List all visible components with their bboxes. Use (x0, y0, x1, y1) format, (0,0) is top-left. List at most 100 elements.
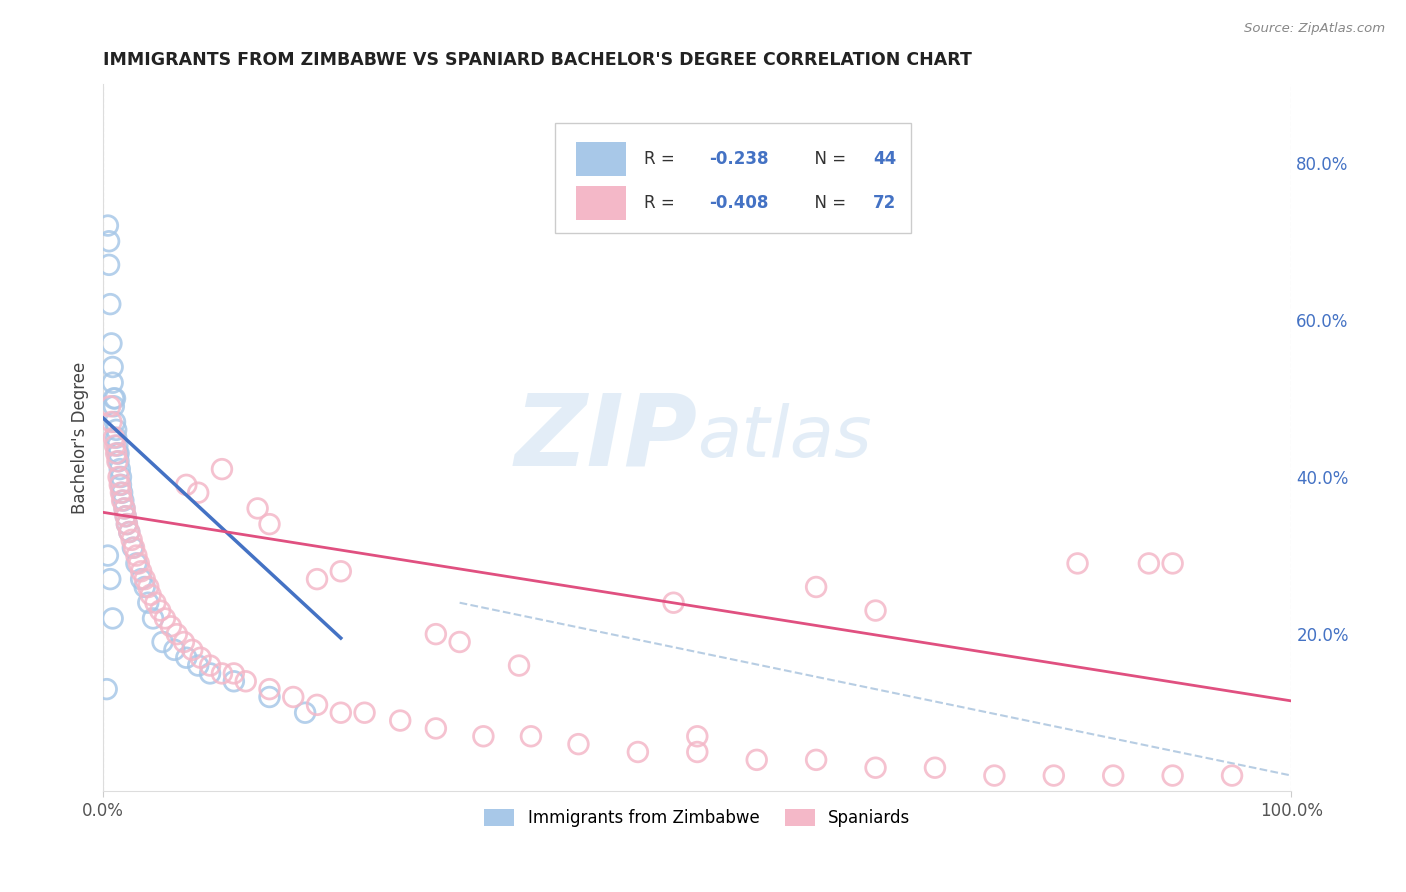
Point (259, 682, 281, 697)
Point (100, 336, 122, 351)
Text: 72: 72 (873, 194, 897, 212)
Point (98, 258, 121, 272)
Text: 44: 44 (873, 150, 897, 168)
Point (305, 698, 328, 712)
Point (139, 588, 162, 602)
FancyBboxPatch shape (576, 186, 626, 220)
Point (1102, 768, 1125, 782)
Point (160, 619, 183, 633)
Point (118, 524, 141, 539)
Point (105, 431, 128, 445)
Point (103, 431, 125, 445)
Point (111, 493, 134, 508)
Text: R =: R = (644, 194, 681, 212)
Point (98, 399, 121, 413)
Point (246, 501, 269, 516)
Point (176, 478, 198, 492)
Point (235, 674, 257, 689)
Point (134, 572, 156, 586)
Point (134, 580, 156, 594)
Point (329, 706, 352, 720)
Point (305, 572, 328, 586)
Point (97, 549, 120, 563)
Point (108, 462, 131, 476)
Point (107, 454, 129, 468)
Point (259, 690, 281, 704)
Point (104, 392, 127, 406)
Point (166, 627, 188, 641)
Point (187, 485, 209, 500)
Point (98, 234, 121, 248)
Point (122, 541, 145, 555)
Point (105, 446, 128, 460)
Point (222, 666, 245, 681)
FancyBboxPatch shape (576, 142, 626, 176)
Point (804, 580, 827, 594)
Point (101, 376, 124, 390)
Point (1220, 768, 1243, 782)
FancyBboxPatch shape (555, 123, 911, 233)
Point (1066, 557, 1088, 571)
Point (136, 596, 159, 610)
Point (149, 603, 172, 617)
Point (176, 650, 198, 665)
Point (567, 737, 589, 751)
Point (181, 643, 204, 657)
Point (804, 753, 827, 767)
Point (924, 761, 946, 775)
Point (198, 658, 221, 673)
Point (104, 439, 127, 453)
Point (259, 517, 281, 532)
Point (173, 635, 195, 649)
Point (283, 690, 305, 704)
Point (128, 557, 150, 571)
Point (294, 706, 316, 720)
Point (389, 714, 412, 728)
Point (125, 549, 148, 563)
Point (115, 517, 138, 532)
Text: N =: N = (804, 150, 852, 168)
Point (104, 415, 127, 429)
Point (114, 501, 136, 516)
Point (96, 682, 118, 697)
Legend: Immigrants from Zimbabwe, Spaniards: Immigrants from Zimbabwe, Spaniards (478, 803, 917, 834)
Point (686, 729, 709, 743)
Text: R =: R = (644, 150, 681, 168)
Point (98, 572, 121, 586)
Point (211, 462, 233, 476)
Text: N =: N = (804, 194, 852, 212)
Point (105, 439, 128, 453)
Point (472, 729, 495, 743)
Point (98, 297, 121, 311)
Point (627, 745, 650, 759)
Point (112, 493, 135, 508)
Point (508, 658, 530, 673)
Point (142, 611, 165, 625)
Point (121, 533, 143, 547)
Point (97, 219, 120, 233)
Point (662, 596, 685, 610)
Point (353, 706, 375, 720)
Point (153, 611, 176, 625)
Point (105, 454, 128, 468)
Text: -0.238: -0.238 (709, 150, 769, 168)
Point (118, 524, 141, 539)
Text: ZIP: ZIP (515, 389, 697, 486)
Point (114, 509, 136, 524)
Y-axis label: Bachelor's Degree: Bachelor's Degree (72, 361, 89, 514)
Text: -0.408: -0.408 (709, 194, 769, 212)
Point (129, 572, 152, 586)
Point (983, 768, 1005, 782)
Point (145, 596, 167, 610)
Point (105, 446, 128, 460)
Point (1161, 557, 1184, 571)
Point (121, 541, 143, 555)
Point (329, 564, 352, 578)
Point (100, 415, 122, 429)
Point (425, 627, 447, 641)
Point (136, 580, 159, 594)
Point (865, 603, 887, 617)
Point (865, 761, 887, 775)
Point (108, 478, 131, 492)
Point (107, 470, 129, 484)
